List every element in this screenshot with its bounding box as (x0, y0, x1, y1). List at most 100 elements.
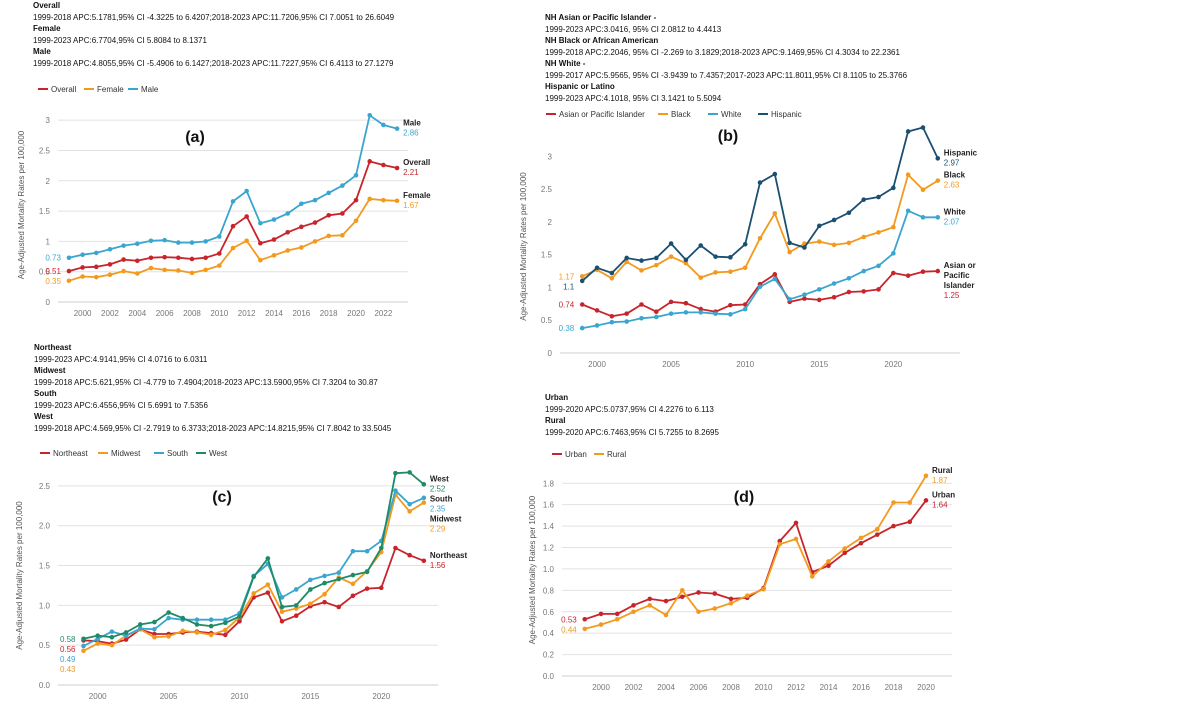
data-point (696, 590, 701, 595)
data-point (326, 213, 332, 218)
y-axis-label: Age-Adjusted Mortality Rates per 100,000 (528, 495, 537, 644)
legend-label: White (721, 110, 742, 119)
data-point (230, 245, 236, 251)
end-series-name: Male (403, 119, 421, 128)
legend-label: Rural (607, 450, 626, 459)
apc-text: 1999-2017 APC:5.9565, 95% CI -3.9439 to … (545, 70, 908, 80)
data-point (189, 270, 195, 276)
x-tick-label: 2005 (160, 692, 178, 701)
data-point (728, 600, 734, 606)
y-tick-label: 0.5 (541, 316, 553, 325)
data-point (407, 552, 412, 558)
data-point (905, 208, 911, 214)
data-point (293, 613, 299, 619)
data-point (80, 274, 85, 279)
x-tick-label: 2015 (810, 360, 828, 369)
data-point (579, 325, 585, 331)
data-point (858, 540, 864, 546)
data-point (761, 586, 766, 592)
data-point (713, 311, 718, 316)
x-tick-label: 2010 (231, 692, 249, 701)
data-point (772, 171, 778, 177)
data-point (381, 162, 386, 168)
data-point (631, 603, 636, 608)
apc-text: 1999-2018 APC:4.8055,95% CI -5.4906 to 6… (33, 58, 394, 68)
data-point (336, 576, 342, 582)
data-point (816, 297, 822, 303)
data-point (217, 234, 222, 239)
panel-label: (d) (734, 489, 754, 506)
data-point (162, 267, 167, 273)
data-point (308, 577, 313, 583)
data-point (180, 628, 186, 634)
data-point (322, 573, 327, 579)
data-point (793, 536, 799, 542)
data-point (81, 648, 86, 654)
y-tick-label: 0.4 (543, 629, 555, 638)
data-point (668, 311, 674, 316)
apc-group-name: Midwest (34, 366, 66, 375)
data-point (393, 488, 398, 493)
data-point (861, 289, 867, 294)
data-point (107, 272, 113, 278)
panel-c: Northeast 1999-2023 APC:4.9141,95% CI 4.… (0, 342, 480, 716)
data-point (831, 217, 837, 223)
data-point (407, 509, 412, 514)
data-point (757, 284, 763, 290)
x-tick-label: 2006 (156, 309, 174, 318)
data-point (208, 617, 214, 622)
data-point (299, 224, 304, 230)
data-point (891, 224, 896, 230)
data-point (208, 632, 214, 638)
data-point (326, 190, 332, 196)
y-tick-label: 1.5 (541, 251, 553, 260)
data-point (802, 296, 807, 301)
data-point (394, 165, 400, 171)
y-tick-label: 3 (548, 152, 553, 161)
data-point (265, 582, 271, 587)
data-point (251, 591, 256, 596)
x-tick-label: 2018 (320, 309, 338, 318)
data-point (624, 255, 629, 261)
data-point (367, 159, 373, 164)
data-point (407, 501, 412, 507)
x-tick-label: 2022 (374, 309, 392, 318)
data-point (312, 220, 318, 225)
data-point (407, 470, 412, 475)
data-point (350, 593, 356, 599)
data-point (285, 211, 290, 216)
data-point (137, 626, 143, 631)
data-point (381, 197, 386, 203)
series-line (584, 499, 927, 621)
apc-header-a: Overall 1999-2018 APC:5.1781,95% CI -4.3… (33, 0, 394, 69)
data-point (121, 268, 126, 274)
data-point (831, 242, 837, 248)
data-point (594, 308, 600, 313)
data-point (609, 313, 615, 319)
y-tick-label: 1.0 (543, 565, 555, 574)
legend-label: Midwest (111, 449, 141, 458)
data-point (189, 256, 195, 262)
data-point (582, 616, 588, 622)
x-tick-label: 2000 (592, 683, 610, 692)
data-point (152, 619, 157, 625)
data-point (920, 125, 926, 130)
x-tick-label: 2020 (347, 309, 365, 318)
data-point (846, 275, 852, 281)
data-point (166, 615, 171, 621)
data-point (271, 217, 277, 222)
legend-label: Male (141, 85, 159, 94)
data-point (421, 558, 427, 564)
x-tick-label: 2012 (238, 309, 256, 318)
data-point (876, 287, 881, 292)
data-point (285, 248, 290, 253)
y-tick-label: 3 (46, 116, 51, 125)
data-point (80, 252, 85, 258)
data-point (757, 180, 763, 185)
data-point (624, 259, 629, 265)
apc-header-c: Northeast 1999-2023 APC:4.9141,95% CI 4.… (34, 342, 391, 434)
data-point (353, 172, 359, 178)
data-point (364, 586, 370, 591)
data-point (598, 622, 604, 627)
